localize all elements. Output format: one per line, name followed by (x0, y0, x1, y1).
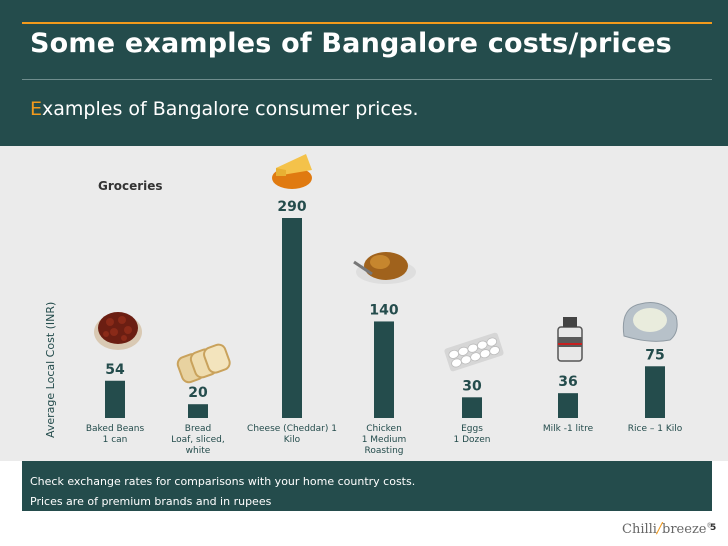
logo-mark: ® (706, 522, 713, 530)
page-subtitle: Examples of Bangalore consumer prices. (30, 98, 419, 120)
category-label-3-1: 1 Medium (362, 435, 407, 445)
y-axis-label: Average Local Cost (INR) (44, 302, 57, 438)
rice-icon (622, 302, 678, 342)
value-label-5: 36 (558, 374, 577, 390)
cheese-icon (272, 154, 312, 189)
value-label-4: 30 (462, 378, 482, 394)
bar-6 (645, 366, 665, 418)
subtitle-initial: E (30, 98, 43, 120)
page-number: 5 (710, 523, 717, 533)
value-label-2: 290 (277, 199, 306, 215)
footer-band: Check exchange rates for comparisons wit… (22, 461, 712, 511)
bar-4 (462, 397, 482, 418)
category-label-3-2: Roasting (364, 446, 403, 456)
icon-group (94, 154, 678, 384)
bar-2 (282, 218, 302, 418)
chart-title: Groceries (98, 179, 163, 193)
category-label-1-2: white (186, 446, 211, 456)
category-label-1-1: Loaf, sliced, (171, 435, 225, 445)
footer-note-prices: Prices are of premium brands and in rupe… (30, 495, 272, 508)
chillibreeze-logo: Chilli/breeze® (622, 519, 712, 537)
value-label-6: 75 (645, 347, 664, 363)
value-label-0: 54 (105, 362, 125, 378)
milk-can-icon (557, 317, 583, 362)
category-label-0-1: 1 can (103, 435, 128, 445)
eggs-icon (444, 332, 504, 372)
value-label-3: 140 (369, 302, 398, 318)
groceries-bar-chart: Groceries Average Local Cost (INR) 54 Bak… (44, 154, 683, 456)
header-band (0, 0, 728, 146)
subtitle-text: xamples of Bangalore consumer prices. (42, 98, 419, 120)
accent-rule (22, 22, 712, 24)
baked-beans-icon (94, 312, 142, 350)
category-label-4-1: 1 Dozen (454, 435, 491, 445)
title-divider (22, 79, 712, 80)
category-label-3-0: Chicken (366, 424, 402, 434)
category-label-4-0: Eggs (461, 424, 483, 434)
bar-5 (558, 393, 578, 418)
roast-chicken-icon (353, 252, 416, 284)
page-title: Some examples of Bangalore costs/prices (30, 28, 672, 59)
bar-0 (105, 380, 125, 418)
category-label-1-0: Bread (185, 424, 211, 434)
logo-right: breeze (662, 522, 707, 537)
bread-icon (176, 343, 231, 384)
category-label-2-1: Kilo (284, 435, 301, 445)
bar-1 (188, 404, 208, 418)
category-label-0-0: Baked Beans (86, 424, 145, 434)
category-label-2-0: Cheese (Cheddar) 1 (247, 424, 337, 434)
bar-3 (374, 321, 394, 418)
footer-note-exchange: Check exchange rates for comparisons wit… (30, 475, 416, 488)
logo-left: Chilli (622, 522, 657, 537)
category-label-5-0: Milk -1 litre (543, 424, 594, 434)
logo-slash: / (656, 519, 663, 537)
category-label-6-0: Rice – 1 Kilo (628, 424, 683, 434)
value-label-1: 20 (188, 385, 208, 401)
